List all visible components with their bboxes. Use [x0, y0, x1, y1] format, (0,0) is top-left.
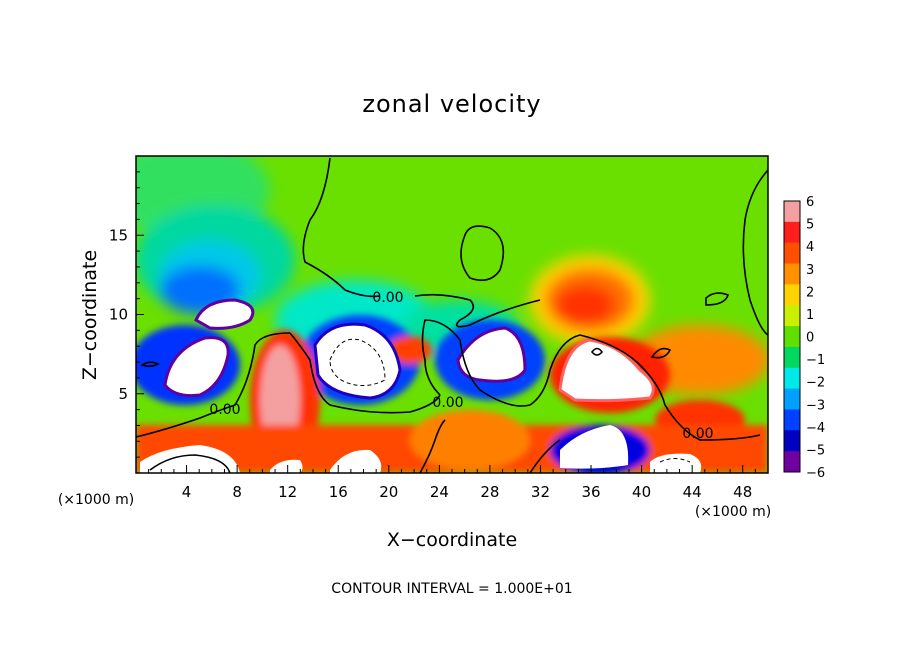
colorbar-tick-label: 4	[806, 240, 814, 255]
x-tick-label: 24	[430, 483, 449, 501]
colorbar-tick-label: −4	[806, 421, 825, 436]
colorbar-swatch	[784, 201, 800, 223]
x-tick-label: 8	[232, 483, 242, 501]
contour-interval-note: CONTOUR INTERVAL = 1.000E+01	[331, 581, 572, 597]
colorbar-swatch	[784, 305, 800, 327]
colorbar-swatch	[784, 221, 800, 244]
x-tick-label: 36	[581, 483, 600, 501]
y-tick-label: 10	[109, 306, 128, 324]
chart-title: zonal velocity	[362, 90, 541, 118]
colorbar-swatch	[784, 242, 800, 265]
colorbar-tick-label: 1	[806, 308, 814, 323]
colorbar-tick-label: 6	[806, 195, 814, 210]
contour-label: 0.00	[432, 395, 463, 411]
colorbar-tick-label: 3	[806, 263, 814, 278]
x-tick-label: 4	[182, 483, 192, 501]
y-axis: 5 10 15	[109, 171, 144, 458]
x-tick-label: 32	[531, 483, 550, 501]
colorbar-tick-label: −6	[806, 466, 825, 481]
colorbar-swatch	[784, 451, 800, 473]
colorbar-swatch	[784, 263, 800, 285]
x-tick-label: 20	[379, 483, 398, 501]
x-tick-label: 48	[733, 483, 752, 501]
colorbar-tick-label: −2	[806, 376, 825, 391]
x-tick-label: 12	[278, 483, 297, 501]
x-unit-left: (×1000 m)	[58, 492, 134, 508]
x-tick-label: 16	[329, 483, 348, 501]
colorbar-frame	[783, 200, 801, 473]
x-axis: 4 8 12 16 20 24 28 32 36 40 44 48	[148, 465, 756, 501]
colorbar-tick-label: −3	[806, 398, 825, 413]
contour-label: 0.00	[372, 290, 403, 306]
x-tick-label: 44	[683, 483, 702, 501]
colorbar-swatch	[784, 367, 800, 390]
colorbar-swatch	[784, 346, 800, 369]
contour-label: 0.00	[682, 426, 713, 442]
colorbar-swatch	[784, 326, 800, 348]
colorbar-tick-label: 5	[806, 218, 814, 233]
colorbar-swatch	[784, 284, 800, 306]
contour-label: 0.00	[209, 402, 240, 418]
heatmap-field	[136, 156, 768, 473]
colorbar-swatch	[784, 388, 800, 410]
x-tick-label: 40	[632, 483, 651, 501]
x-unit-right: (×1000 m)	[695, 504, 771, 520]
x-tick-label: 28	[480, 483, 499, 501]
y-tick-label: 5	[118, 385, 128, 403]
colorbar-tick-label: 0	[806, 331, 814, 346]
colorbar-swatch	[784, 430, 800, 452]
colorbar-tick-label: −5	[806, 443, 825, 458]
colorbar-swatch	[784, 409, 800, 431]
colorbar-tick-label: −1	[806, 353, 825, 368]
y-axis-title: Z−coordinate	[79, 250, 101, 380]
x-axis-title: X−coordinate	[387, 529, 517, 551]
colorbar: 6 5 4 3 2 1 0 −1 −2 −3 −4 −5 −6	[783, 195, 825, 481]
y-tick-label: 15	[109, 226, 128, 244]
colorbar-tick-label: 2	[806, 285, 814, 300]
